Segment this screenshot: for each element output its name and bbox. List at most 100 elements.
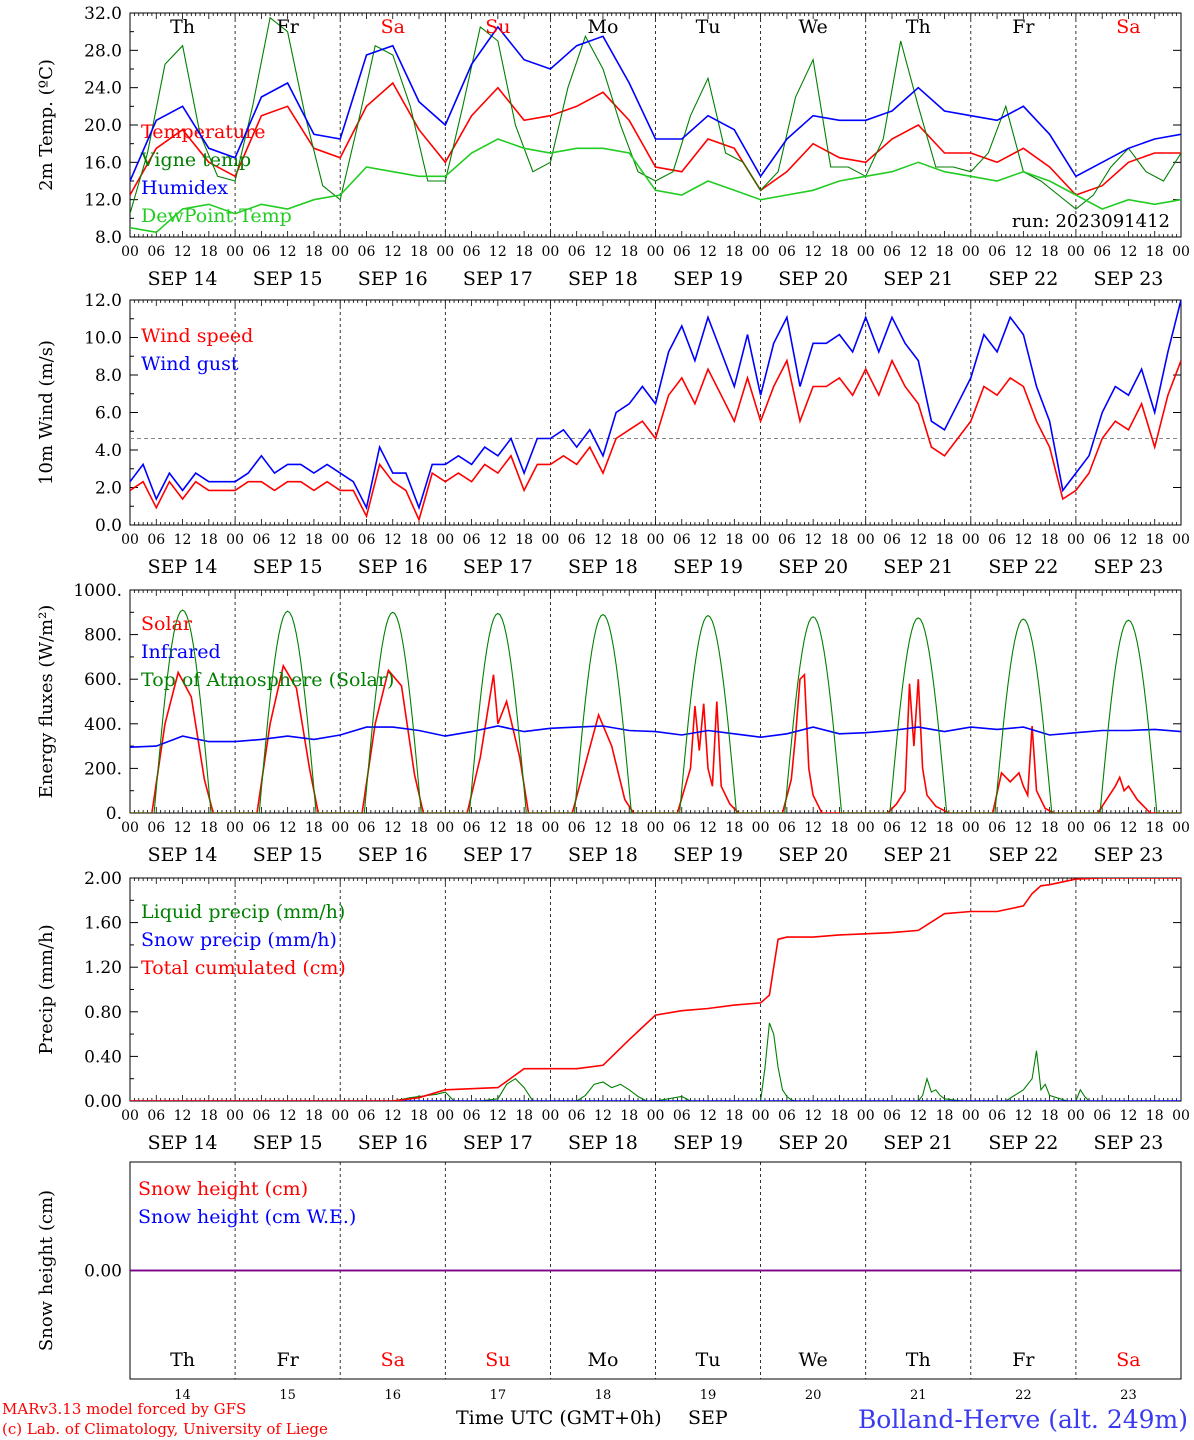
x-date-label: SEP 14 (148, 268, 218, 290)
y-tick-label: 12.0 (84, 191, 122, 211)
x-hour-label: 12 (1120, 1108, 1138, 1124)
x-hour-label: 00 (121, 820, 139, 836)
day-number-label: 21 (910, 1388, 927, 1403)
x-hour-label: 06 (673, 532, 691, 548)
x-hour-label: 12 (174, 244, 192, 260)
x-hour-label: 12 (594, 1108, 612, 1124)
x-hour-label: 06 (778, 1108, 796, 1124)
x-hour-label: 12 (174, 820, 192, 836)
day-number-label: 22 (1015, 1388, 1032, 1403)
x-hour-label: 00 (857, 820, 875, 836)
x-hour-label: 12 (909, 244, 927, 260)
x-hour-label: 18 (1041, 244, 1059, 260)
x-date-label: SEP 16 (358, 844, 428, 866)
y-axis-label: Snow height (cm) (36, 1190, 57, 1351)
x-hour-label: 06 (568, 1108, 586, 1124)
x-hour-label: 00 (226, 532, 244, 548)
run-annotation: run: 2023091412 (1012, 211, 1170, 232)
series-line-infrared (130, 725, 1181, 748)
x-date-label: SEP 18 (568, 1132, 638, 1154)
x-hour-label: 12 (1014, 244, 1032, 260)
x-hour-label: 06 (778, 820, 796, 836)
series-line-humidex (130, 25, 1181, 182)
legend-entry: Vigne temp (140, 149, 251, 171)
x-date-label: SEP 20 (778, 1132, 848, 1154)
x-hour-label: 12 (489, 820, 507, 836)
x-axis-label: Time UTC (GMT+0h) (456, 1407, 662, 1429)
x-hour-label: 06 (147, 820, 165, 836)
x-hour-label: 00 (436, 820, 454, 836)
x-date-label: SEP 23 (1094, 556, 1164, 578)
x-hour-label: 06 (358, 820, 376, 836)
x-hour-label: 12 (489, 1108, 507, 1124)
y-axis-label: 10m Wind (m/s) (36, 340, 57, 485)
x-hour-label: 06 (568, 532, 586, 548)
x-date-label: SEP 21 (883, 556, 953, 578)
x-hour-label: 12 (699, 532, 717, 548)
x-axis-month: SEP (688, 1407, 728, 1429)
x-hour-label: 06 (883, 532, 901, 548)
x-hour-label: 00 (1172, 820, 1190, 836)
x-hour-label: 00 (1067, 244, 1085, 260)
x-hour-label: 12 (1120, 820, 1138, 836)
series-line-top-of-atmosphere-solar- (130, 609, 1181, 813)
x-hour-label: 00 (331, 244, 349, 260)
chart-panels: 8.0 12.0 16.0 20.0 24.0 28.0 32.0 2m Temp. (ºC)… (36, 4, 1190, 1403)
x-hour-label: 06 (147, 532, 165, 548)
x-date-label: SEP 21 (883, 844, 953, 866)
y-tick-label: 24.0 (84, 79, 122, 99)
x-hour-label: 00 (541, 244, 559, 260)
y-tick-label: 0.40 (84, 1047, 122, 1067)
y-tick-label: 16.0 (84, 153, 122, 173)
x-hour-label: 00 (121, 532, 139, 548)
x-hour-label: 00 (752, 1108, 770, 1124)
day-number-label: 18 (595, 1388, 612, 1403)
x-date-label: SEP 17 (463, 844, 533, 866)
x-hour-label: 00 (436, 532, 454, 548)
day-number-label: 15 (279, 1388, 296, 1403)
x-hour-label: 12 (174, 532, 192, 548)
x-hour-label: 18 (200, 244, 218, 260)
y-tick-label: 28.0 (84, 41, 122, 61)
x-hour-label: 12 (1120, 244, 1138, 260)
x-hour-label: 06 (1093, 244, 1111, 260)
x-hour-label: 18 (1041, 532, 1059, 548)
x-hour-label: 18 (1146, 532, 1164, 548)
y-tick-label: 600. (84, 670, 122, 690)
y-tick-label: 12.0 (84, 291, 122, 311)
x-hour-label: 12 (699, 1108, 717, 1124)
panel-4: 0.00 0.40 0.80 1.20 1.60 2.00 Precip (mm/h) Liq… (36, 869, 1190, 1154)
x-hour-label: 06 (673, 1108, 691, 1124)
x-hour-label: 06 (252, 532, 270, 548)
legend-entry: Snow height (cm) (138, 1178, 308, 1200)
x-hour-label: 12 (699, 820, 717, 836)
x-hour-label: 00 (962, 532, 980, 548)
x-hour-label: 12 (804, 532, 822, 548)
series-line-wind-gust (130, 300, 1181, 511)
x-date-label: SEP 20 (778, 556, 848, 578)
y-tick-label: 0.00 (84, 1262, 122, 1282)
x-hour-label: 12 (594, 244, 612, 260)
x-hour-label: 18 (831, 820, 849, 836)
x-hour-label: 06 (673, 244, 691, 260)
x-hour-label: 18 (725, 820, 743, 836)
x-date-label: SEP 16 (358, 556, 428, 578)
series-line-liquid-precip-mm-h- (130, 1022, 1181, 1101)
x-date-label: SEP 15 (253, 268, 323, 290)
x-hour-label: 00 (226, 820, 244, 836)
x-date-label: SEP 17 (463, 268, 533, 290)
x-hour-label: 18 (305, 820, 323, 836)
x-hour-label: 00 (857, 1108, 875, 1124)
day-name-label: Th (906, 16, 931, 38)
legend-entry: Total cumulated (cm) (141, 957, 346, 979)
x-date-label: SEP 16 (358, 1132, 428, 1154)
x-hour-label: 00 (1067, 532, 1085, 548)
series-line-total-cumulated-cm- (130, 878, 1181, 1101)
x-date-label: SEP 19 (673, 268, 743, 290)
x-hour-label: 12 (279, 532, 297, 548)
day-number-label: 20 (805, 1388, 822, 1403)
x-hour-label: 12 (1120, 532, 1138, 548)
x-hour-label: 00 (541, 532, 559, 548)
x-hour-label: 12 (489, 244, 507, 260)
legend-entry: Top of Atmosphere (Solar) (141, 669, 394, 691)
